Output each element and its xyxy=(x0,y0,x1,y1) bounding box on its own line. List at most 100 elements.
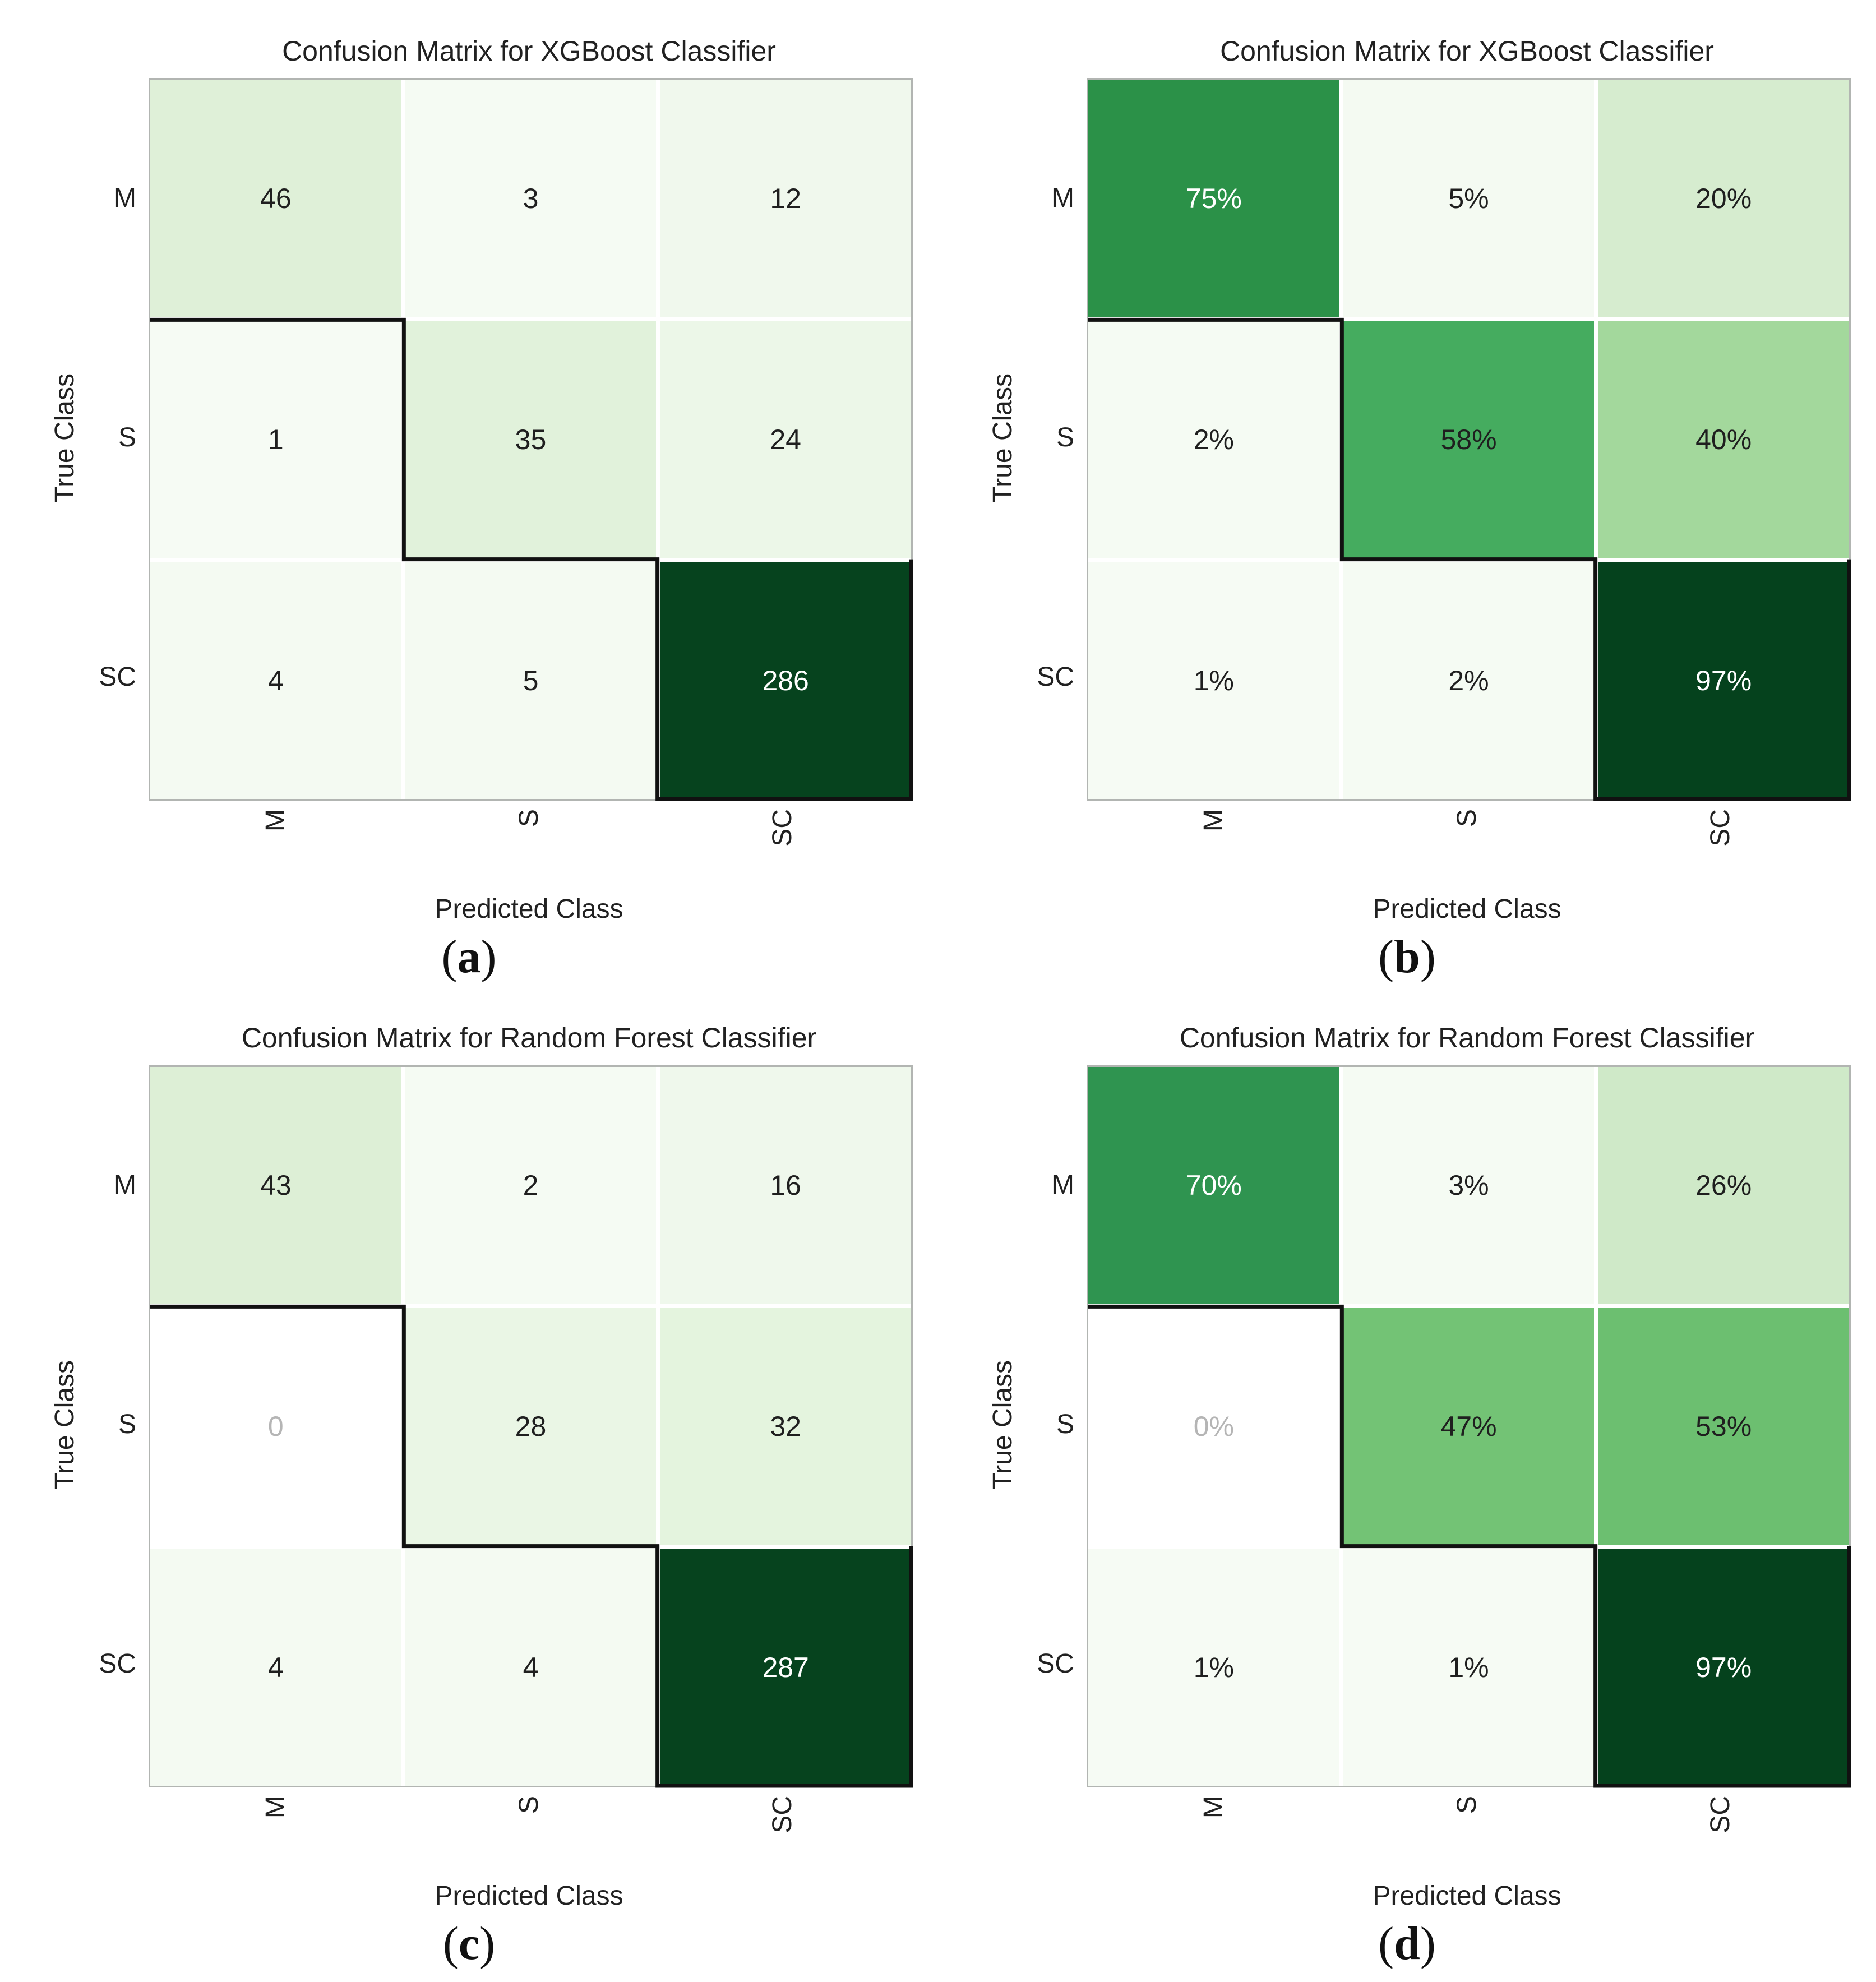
matrix-cell-r1c2: 40% xyxy=(1598,321,1849,558)
x-tick-m-wrap: M xyxy=(149,809,402,831)
matrix-cell-r1c2: 53% xyxy=(1598,1308,1849,1545)
y-tick-s: S xyxy=(118,1410,136,1439)
matrix-cell-r0c1: 3 xyxy=(405,80,657,317)
caption-letter: c xyxy=(458,1918,480,1970)
matrix-cell-r0c2: 20% xyxy=(1598,80,1849,317)
matrix-cell-r0c0: 70% xyxy=(1088,1067,1339,1304)
caption-letter: b xyxy=(1394,931,1420,983)
y-tick-m: M xyxy=(114,183,136,213)
matrix-cell-r2c1: 5 xyxy=(405,562,657,799)
matrix-cell-r0c2: 16 xyxy=(660,1067,911,1304)
matrix-cell-r1c0: 2% xyxy=(1088,321,1339,558)
matrix-cell-r0c1: 3% xyxy=(1343,1067,1595,1304)
matrix-cell-r1c0: 1 xyxy=(150,321,401,558)
x-tick-s: S xyxy=(1452,1796,1482,1814)
caption-paren-open: ( xyxy=(1378,1918,1394,1970)
x-tick-sc-wrap: SC xyxy=(655,1796,909,1833)
y-tick-m: M xyxy=(114,1170,136,1200)
chart-title: Confusion Matrix for XGBoost Classifier xyxy=(1220,35,1714,67)
matrix-cell-r0c0: 75% xyxy=(1088,80,1339,317)
caption-paren-close: ) xyxy=(1420,931,1436,983)
subfigure-caption-d: (d) xyxy=(938,1913,1876,1975)
matrix-cell-r1c2: 32 xyxy=(660,1308,911,1545)
y-tick-sc: SC xyxy=(99,1649,136,1679)
confusion-matrix-d: 70% 3% 26% 0% 47% 53% 1% 1% 97% xyxy=(1087,1065,1851,1787)
chart-title: Confusion Matrix for Random Forest Class… xyxy=(241,1022,817,1054)
x-tick-s-wrap: S xyxy=(1340,809,1593,827)
caption-paren-close: ) xyxy=(480,931,497,983)
y-tick-s: S xyxy=(1056,423,1074,452)
matrix-cell-r2c1: 4 xyxy=(405,1549,657,1786)
matrix-cells: 43 2 16 0 28 32 4 4 287 xyxy=(150,1067,911,1786)
matrix-cell-r1c1: 47% xyxy=(1343,1308,1595,1545)
matrix-cell-r2c2: 97% xyxy=(1598,1549,1849,1786)
x-tick-sc: SC xyxy=(767,1796,797,1833)
matrix-cell-r0c2: 26% xyxy=(1598,1067,1849,1304)
matrix-cell-r2c0: 4 xyxy=(150,562,401,799)
matrix-cell-r2c0: 1% xyxy=(1088,1549,1339,1786)
matrix-cells: 46 3 12 1 35 24 4 5 286 xyxy=(150,80,911,799)
subfigure-caption-a: (a) xyxy=(0,926,938,988)
y-tick-s: S xyxy=(1056,1410,1074,1439)
x-tick-m: M xyxy=(260,1796,290,1818)
caption-paren-close: ) xyxy=(479,1918,496,1970)
x-tick-s: S xyxy=(514,809,544,828)
matrix-cells: 70% 3% 26% 0% 47% 53% 1% 1% 97% xyxy=(1088,1067,1849,1786)
matrix-cell-r1c1: 35 xyxy=(405,321,657,558)
y-tick-sc: SC xyxy=(1037,662,1074,692)
x-tick-m: M xyxy=(260,809,290,831)
matrix-cell-r2c1: 2% xyxy=(1343,562,1595,799)
x-axis-label: Predicted Class xyxy=(435,1881,623,1911)
panel-c: Confusion Matrix for Random Forest Class… xyxy=(0,987,938,1974)
y-tick-m: M xyxy=(1052,1170,1074,1200)
x-tick-s-wrap: S xyxy=(402,1796,655,1814)
x-tick-sc: SC xyxy=(767,809,797,847)
y-tick-sc: SC xyxy=(1037,1649,1074,1679)
matrix-cell-r2c0: 4 xyxy=(150,1549,401,1786)
matrix-cell-r1c1: 28 xyxy=(405,1308,657,1545)
x-tick-s-wrap: S xyxy=(1340,1796,1593,1814)
y-tick-sc: SC xyxy=(99,662,136,692)
x-tick-s: S xyxy=(1452,809,1482,828)
matrix-cell-r2c2: 286 xyxy=(660,562,911,799)
matrix-cell-r0c1: 5% xyxy=(1343,80,1595,317)
y-tick-m: M xyxy=(1052,183,1074,213)
matrix-cell-r0c1: 2 xyxy=(405,1067,657,1304)
x-tick-sc-wrap: SC xyxy=(655,809,909,847)
matrix-cell-r1c1: 58% xyxy=(1343,321,1595,558)
matrix-cell-r2c0: 1% xyxy=(1088,562,1339,799)
matrix-cell-r2c1: 1% xyxy=(1343,1549,1595,1786)
caption-letter: d xyxy=(1394,1918,1420,1970)
caption-paren-open: ( xyxy=(1378,931,1394,983)
matrix-cell-r0c0: 43 xyxy=(150,1067,401,1304)
matrix-cell-r1c0: 0% xyxy=(1088,1308,1339,1545)
matrix-cell-r1c2: 24 xyxy=(660,321,911,558)
confusion-matrix-a: 46 3 12 1 35 24 4 5 286 xyxy=(149,78,913,801)
subfigure-caption-c: (c) xyxy=(0,1913,938,1975)
x-tick-m: M xyxy=(1198,809,1228,831)
y-tick-s: S xyxy=(118,423,136,452)
x-tick-s-wrap: S xyxy=(402,809,655,827)
x-tick-sc-wrap: SC xyxy=(1593,1796,1847,1833)
x-tick-m-wrap: M xyxy=(1087,809,1340,831)
x-tick-sc: SC xyxy=(1705,1796,1735,1833)
x-tick-m-wrap: M xyxy=(1087,1796,1340,1818)
matrix-cell-r2c2: 97% xyxy=(1598,562,1849,799)
x-tick-s: S xyxy=(514,1796,544,1814)
x-axis-label: Predicted Class xyxy=(1373,1881,1561,1911)
caption-paren-open: ( xyxy=(442,1918,459,1970)
chart-title: Confusion Matrix for Random Forest Class… xyxy=(1179,1022,1755,1054)
subfigure-caption-b: (b) xyxy=(938,926,1876,988)
confusion-matrix-b: 75% 5% 20% 2% 58% 40% 1% 2% 97% xyxy=(1087,78,1851,801)
panel-b: Confusion Matrix for XGBoost Classifier … xyxy=(938,0,1876,987)
x-tick-sc-wrap: SC xyxy=(1593,809,1847,847)
x-tick-sc: SC xyxy=(1705,809,1735,847)
chart-title: Confusion Matrix for XGBoost Classifier xyxy=(282,35,776,67)
x-tick-m: M xyxy=(1198,1796,1228,1818)
matrix-cell-r2c2: 287 xyxy=(660,1549,911,1786)
x-axis-label: Predicted Class xyxy=(1373,894,1561,924)
panel-d: Confusion Matrix for Random Forest Class… xyxy=(938,987,1876,1974)
matrix-cell-r0c0: 46 xyxy=(150,80,401,317)
